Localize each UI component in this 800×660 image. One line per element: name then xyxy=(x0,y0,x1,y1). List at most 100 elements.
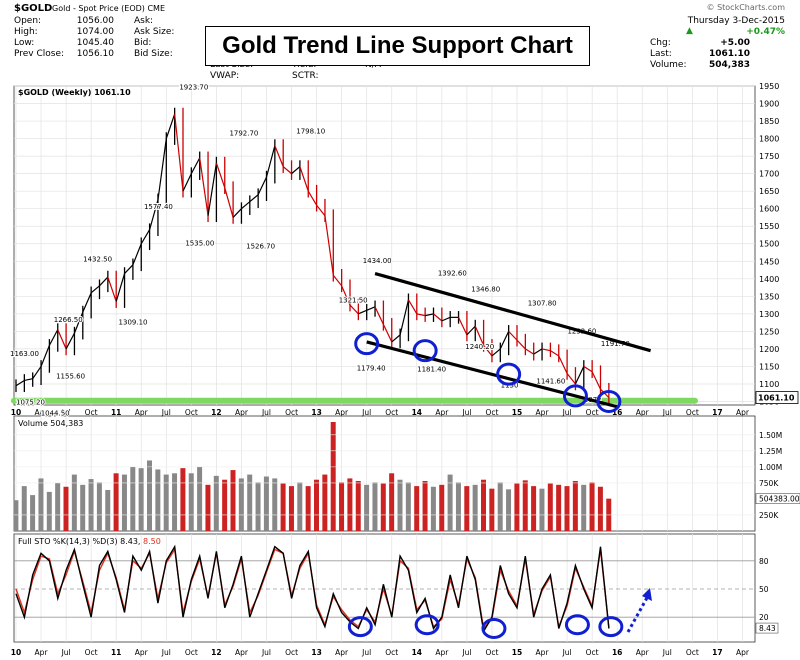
quote-field-right-1: Last: 1061.10 xyxy=(650,49,785,59)
volume-bar xyxy=(197,466,203,531)
price-segment xyxy=(73,311,84,334)
quote-field-label: VWAP: xyxy=(210,71,240,81)
quote-field-2: Low: 1045.40 xyxy=(14,38,124,48)
volume-bar xyxy=(172,473,178,531)
price-segment xyxy=(416,313,426,317)
price-annotation: 1266.50 xyxy=(54,316,83,324)
instrument-name: Gold - Spot Price (EOD) CME xyxy=(52,4,165,13)
price-segment xyxy=(583,365,593,373)
price-segment xyxy=(182,173,192,192)
quote-field-label: Ask Size: xyxy=(134,27,175,37)
volume-bar xyxy=(405,482,411,531)
volume-bar xyxy=(280,483,286,531)
field-value: 504,383 xyxy=(709,60,750,70)
volume-bar xyxy=(30,495,36,531)
volume-bar xyxy=(305,486,311,531)
field-value: 1074.00 xyxy=(76,27,114,37)
price-segment xyxy=(483,345,493,357)
x-tick-label: Apr xyxy=(135,408,149,417)
volume-bar xyxy=(372,482,378,531)
price-segment xyxy=(374,306,384,325)
field-value: 1061.10 xyxy=(709,49,750,59)
x-tick-label: Apr xyxy=(435,408,449,417)
x-tick-label: 17 xyxy=(712,648,722,657)
price-segment xyxy=(224,187,234,218)
x-tick-label: Apr xyxy=(35,408,49,417)
y-tick-label: 1150 xyxy=(759,362,779,371)
volume-bar xyxy=(322,474,328,531)
volume-bar xyxy=(439,484,445,531)
price-segment xyxy=(458,317,468,336)
price-annotation: 1535.00 xyxy=(185,239,214,247)
sto-tick-label: 50 xyxy=(759,585,769,594)
volume-bar xyxy=(113,473,119,531)
price-annotation: 1798.10 xyxy=(296,127,325,135)
volume-bar xyxy=(564,486,570,531)
y-tick-label: 1750 xyxy=(759,152,779,161)
circle-highlight xyxy=(598,616,624,638)
sto-legend: Full STO %K(14,3) %D(3) 8.43, 8.50 xyxy=(18,537,161,546)
price-annotation: 1432.50 xyxy=(83,256,112,264)
volume-bar xyxy=(422,480,428,531)
price-segment xyxy=(48,329,59,346)
x-tick-label: Oct xyxy=(586,408,599,417)
x-tick-label: 11 xyxy=(111,408,121,417)
price-segment xyxy=(474,325,485,346)
circle-highlight xyxy=(562,384,588,408)
volume-bar xyxy=(581,484,587,531)
volume-bar xyxy=(130,466,136,531)
price-segment xyxy=(232,208,242,218)
last-price-box xyxy=(755,391,799,405)
quote-field-1: High: 1074.00 xyxy=(14,27,124,37)
quote-field-right-0: Chg: +5.00 xyxy=(650,38,785,48)
price-segment xyxy=(525,348,535,355)
price-segment xyxy=(574,366,585,385)
x-tick-label: Oct xyxy=(185,648,198,657)
x-tick-label: 14 xyxy=(412,648,422,657)
x-tick-label: Apr xyxy=(35,648,49,657)
field-value: 1045.40 xyxy=(76,38,114,48)
price-segment xyxy=(115,273,126,302)
x-tick-label: Apr xyxy=(636,408,650,417)
price-segment xyxy=(57,329,67,350)
volume-bar xyxy=(80,484,86,531)
price-annotation: 1309.10 xyxy=(119,319,148,327)
circle-highlight xyxy=(496,362,522,386)
volume-bar xyxy=(464,486,470,531)
price-segment xyxy=(215,162,226,188)
y-tick-label: 1600 xyxy=(759,205,779,214)
volume-bar xyxy=(347,478,353,531)
volume-tick-label: 250K xyxy=(759,511,779,520)
price-segment xyxy=(533,348,543,355)
volume-bar xyxy=(155,469,161,531)
arrow-head-icon xyxy=(642,588,652,601)
volume-bar xyxy=(489,488,495,531)
price-annotation: 1923.70 xyxy=(179,83,208,91)
quote-field-3: Prev Close: 1056.10 xyxy=(14,49,124,59)
volume-bar xyxy=(522,480,528,531)
circle-highlight xyxy=(412,339,438,363)
circle-highlight xyxy=(354,332,380,356)
volume-tick-label: 750K xyxy=(759,479,779,488)
price-segment xyxy=(341,285,351,306)
quote-field-right-2: Volume: 504,383 xyxy=(650,60,785,70)
price-segment xyxy=(174,113,184,192)
x-tick-label: Oct xyxy=(85,408,98,417)
field-label: Chg: xyxy=(650,38,671,48)
volume-tick-label: 1.25M xyxy=(759,447,782,456)
field-label: Low: xyxy=(14,38,35,48)
x-tick-label: Oct xyxy=(586,648,599,657)
volume-bar xyxy=(147,460,152,531)
volume-bar xyxy=(355,480,361,531)
price-segment xyxy=(433,313,443,322)
price-segment xyxy=(466,325,476,336)
price-segment xyxy=(165,113,176,139)
price-segment xyxy=(257,176,268,195)
volume-bar xyxy=(88,479,94,531)
price-segment xyxy=(349,304,359,315)
price-segment xyxy=(132,243,142,266)
circle-highlight xyxy=(481,617,507,639)
volume-bar xyxy=(213,475,219,531)
volume-bar xyxy=(589,482,595,531)
